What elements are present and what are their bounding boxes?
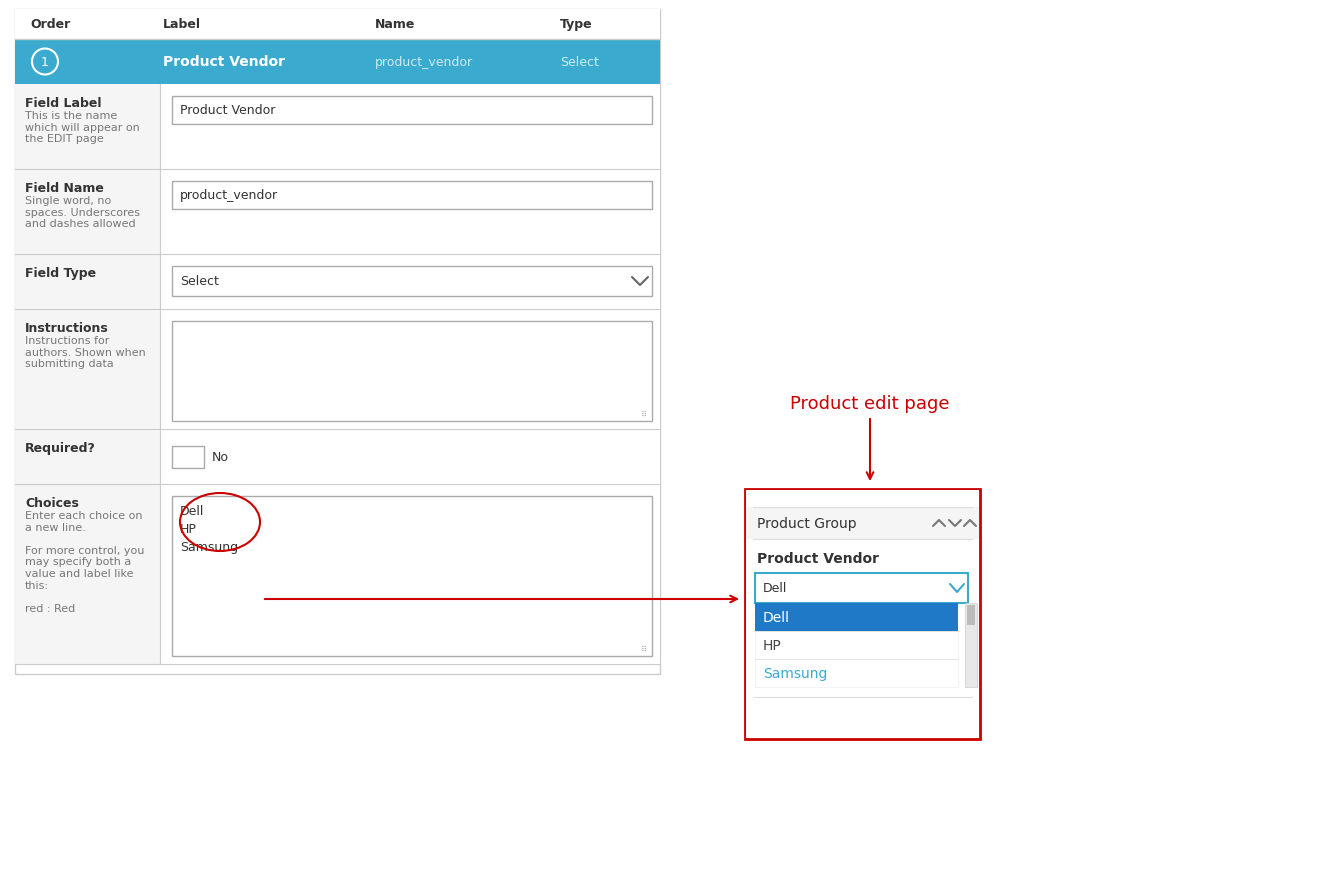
Text: Product Vendor: Product Vendor xyxy=(758,551,879,566)
Text: Samsung: Samsung xyxy=(763,667,828,680)
Text: Product Vendor: Product Vendor xyxy=(163,56,286,70)
Text: Type: Type xyxy=(561,18,592,31)
Text: Field Name: Field Name xyxy=(25,182,104,195)
Text: Dell: Dell xyxy=(180,504,205,517)
Bar xyxy=(15,10,660,674)
Bar xyxy=(172,496,652,656)
Text: Label: Label xyxy=(163,18,201,31)
Text: No: No xyxy=(212,450,229,463)
Bar xyxy=(746,489,980,740)
Bar xyxy=(746,490,980,738)
Text: Instructions for
authors. Shown when
submitting data: Instructions for authors. Shown when sub… xyxy=(25,335,145,368)
Text: Product Vendor: Product Vendor xyxy=(180,104,275,117)
Bar xyxy=(160,255,660,309)
Text: Product edit page: Product edit page xyxy=(791,395,949,413)
Text: Single word, no
spaces. Underscores
and dashes allowed: Single word, no spaces. Underscores and … xyxy=(25,196,140,229)
Bar xyxy=(160,484,660,664)
Bar xyxy=(746,507,980,540)
Text: HP: HP xyxy=(763,638,781,653)
Bar xyxy=(755,574,968,603)
Bar xyxy=(172,96,652,125)
Bar xyxy=(15,309,160,429)
Bar xyxy=(15,429,160,484)
Bar xyxy=(966,606,976,626)
Text: Choices: Choices xyxy=(25,496,79,509)
Text: Select: Select xyxy=(561,56,599,69)
Text: Product Group: Product Group xyxy=(758,516,857,530)
Text: product_vendor: product_vendor xyxy=(375,56,473,69)
Bar xyxy=(160,85,660,169)
Text: This is the name
which will appear on
the EDIT page: This is the name which will appear on th… xyxy=(25,111,140,144)
Text: Order: Order xyxy=(30,18,70,31)
Bar xyxy=(160,429,660,484)
Text: product_vendor: product_vendor xyxy=(180,189,278,202)
Text: Required?: Required? xyxy=(25,441,97,454)
Text: Dell: Dell xyxy=(763,582,788,594)
Bar xyxy=(172,182,652,209)
Bar xyxy=(965,603,977,687)
Bar xyxy=(15,255,160,309)
Bar xyxy=(160,309,660,429)
Bar xyxy=(172,322,652,421)
Text: Name: Name xyxy=(375,18,415,31)
Text: Dell: Dell xyxy=(763,610,791,624)
Text: ⠿: ⠿ xyxy=(641,644,646,653)
Text: HP: HP xyxy=(180,522,197,535)
Bar xyxy=(755,603,958,631)
Bar xyxy=(15,40,660,85)
Text: 1: 1 xyxy=(41,56,49,69)
Text: Field Label: Field Label xyxy=(25,96,102,109)
Bar xyxy=(15,10,660,40)
Text: ⠿: ⠿ xyxy=(641,409,646,419)
Text: Instructions: Instructions xyxy=(25,322,108,335)
Bar xyxy=(172,446,204,468)
Text: Samsung: Samsung xyxy=(180,541,238,554)
Bar xyxy=(755,631,958,660)
Bar xyxy=(15,484,160,664)
Bar xyxy=(15,85,160,169)
Bar xyxy=(755,660,958,687)
Bar xyxy=(160,169,660,255)
Text: Enter each choice on
a new line.

For more control, you
may specify both a
value: Enter each choice on a new line. For mor… xyxy=(25,510,144,614)
Bar xyxy=(15,169,160,255)
Text: Select: Select xyxy=(180,275,219,289)
Bar xyxy=(172,267,652,296)
Text: Field Type: Field Type xyxy=(25,267,97,280)
